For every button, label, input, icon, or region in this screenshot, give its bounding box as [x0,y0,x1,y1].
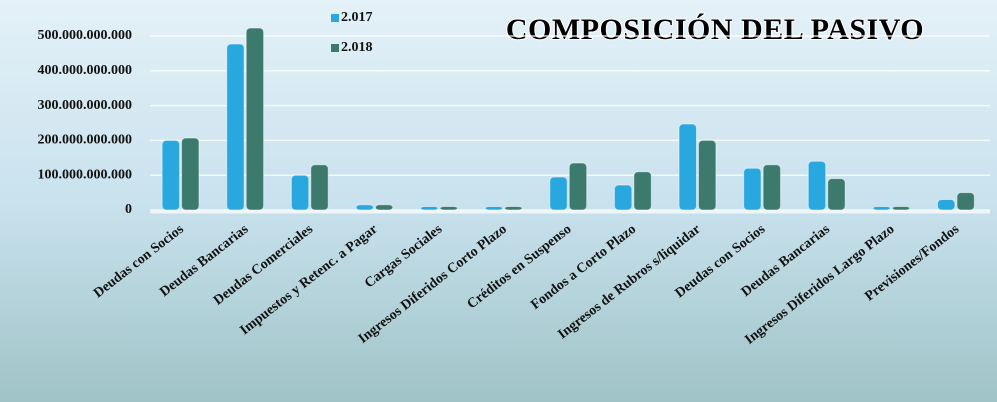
bar [420,206,439,211]
bar [290,174,310,211]
bar [549,176,568,211]
bar [678,123,697,211]
bar [872,206,891,211]
bar [762,164,782,211]
y-tick-label: 300.000.000.000 [38,98,133,113]
bar [504,206,523,211]
bar [355,204,374,211]
bar [484,206,504,211]
bar [439,206,458,211]
legend-label: 2.018 [341,40,373,55]
bar [807,160,827,211]
legend-swatch [331,44,339,52]
bar [633,171,652,211]
legend-label: 2.017 [341,10,373,25]
bar [827,178,846,211]
bar [937,199,956,211]
y-tick-label: 200.000.000.000 [38,133,133,148]
chart-title: COMPOSICIÓN DEL PASIVO [506,13,924,46]
y-tick-label: 100.000.000.000 [38,167,133,182]
y-tick-label: 400.000.000.000 [38,63,133,78]
bar [161,139,181,211]
bar [374,204,394,211]
bar [568,162,588,211]
bar [613,184,633,211]
y-tick-label: 0 [125,202,132,217]
bar [310,164,329,211]
bar [245,27,265,211]
bar [743,167,762,211]
bar [697,139,717,211]
bar [181,137,200,211]
bar [226,43,245,211]
y-tick-label: 500.000.000.000 [38,28,133,43]
bar [956,192,975,211]
bar [891,206,911,211]
legend-swatch [331,14,339,22]
